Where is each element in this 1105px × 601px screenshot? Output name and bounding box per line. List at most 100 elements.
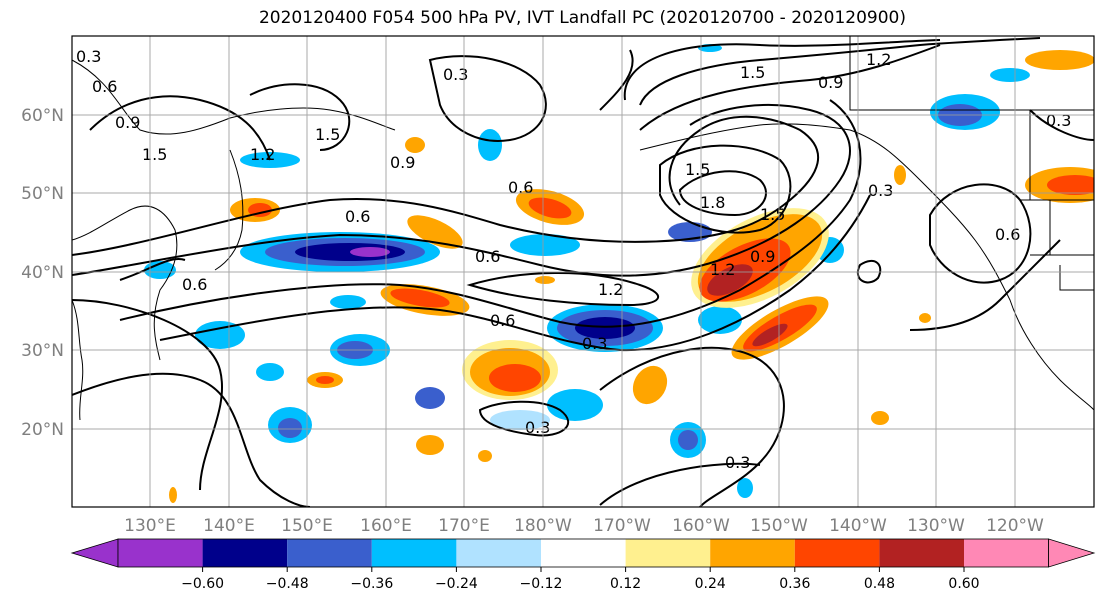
colorbar-swatch bbox=[964, 539, 1049, 567]
neg-anomaly-region bbox=[990, 68, 1030, 82]
pv-contour-line bbox=[478, 400, 569, 437]
lat-label: 40°N bbox=[21, 263, 64, 283]
neg-anomaly-region bbox=[415, 387, 445, 409]
contour-label: 0.3 bbox=[76, 47, 101, 66]
plot-frame bbox=[71, 35, 1095, 508]
contour-label: 0.3 bbox=[868, 181, 893, 200]
contour-label: 1.2 bbox=[710, 260, 735, 279]
map-plot-area: 0.6 0.6 0.6 0.6 1.2 1.2 0.9 1.5 1.8 1.5 … bbox=[72, 36, 1094, 507]
colorbar: −0.60 −0.48 −0.36 −0.24 −0.12 0.12 0.24 … bbox=[70, 538, 1096, 592]
contour-label: 0.6 bbox=[508, 178, 533, 197]
contour-label: 0.6 bbox=[475, 247, 500, 266]
pos-anomaly-region bbox=[1047, 175, 1094, 195]
lat-label: 20°N bbox=[21, 420, 64, 440]
lat-label: 30°N bbox=[21, 341, 64, 361]
colorbar-swatch bbox=[541, 539, 626, 567]
pos-anomaly-region bbox=[632, 365, 668, 405]
colorbar-swatch bbox=[202, 539, 288, 567]
pv-contour-line bbox=[72, 299, 223, 491]
contour-label: 1.2 bbox=[250, 145, 275, 164]
contour-label: 0.9 bbox=[390, 153, 415, 172]
contour-label: 0.3 bbox=[1046, 111, 1071, 130]
pv-contour-line bbox=[119, 99, 862, 328]
neg-anomaly-region bbox=[478, 129, 502, 161]
pos-anomaly-region bbox=[535, 276, 555, 284]
colorbar-tick-label: −0.48 bbox=[266, 576, 309, 592]
lon-label: 120°W bbox=[986, 516, 1044, 536]
contour-label: 1.5 bbox=[315, 125, 340, 144]
pv-contour-line bbox=[659, 144, 792, 234]
pv-contour-line bbox=[599, 346, 785, 507]
contour-label: 0.3 bbox=[582, 334, 607, 353]
neg-anomaly-region bbox=[678, 430, 698, 450]
contour-label: 1.5 bbox=[685, 160, 710, 179]
colorbar-swatch bbox=[287, 539, 372, 567]
latitude-labels: 60°N 50°N 40°N 30°N 20°N bbox=[21, 106, 64, 440]
contour-label: 0.3 bbox=[443, 65, 468, 84]
pos-anomaly-region bbox=[1025, 50, 1094, 70]
lon-label: 170°W bbox=[593, 516, 651, 536]
neg-anomaly-region bbox=[256, 363, 284, 381]
gridlines bbox=[72, 36, 1094, 507]
contour-label: 1.2 bbox=[866, 50, 891, 69]
neg-anomaly-region bbox=[195, 321, 245, 349]
contour-label: 0.3 bbox=[725, 453, 750, 472]
contour-label: 0.9 bbox=[115, 113, 140, 132]
lon-label: 130°E bbox=[124, 516, 176, 536]
colorbar-swatch bbox=[794, 539, 880, 567]
pv-contour-line bbox=[466, 272, 660, 307]
pos-anomaly-region bbox=[407, 215, 463, 249]
pos-anomaly-region bbox=[478, 450, 492, 462]
contour-label: 1.5 bbox=[760, 205, 785, 224]
lat-label: 60°N bbox=[21, 106, 64, 126]
pv-contour-line bbox=[639, 37, 1041, 106]
lon-label: 150°W bbox=[750, 516, 808, 536]
pv-contour-line bbox=[249, 83, 351, 151]
lon-label: 150°E bbox=[281, 516, 333, 536]
pv-contour-line bbox=[909, 239, 1061, 331]
pos-anomaly-region bbox=[894, 165, 906, 185]
contour-label: 0.6 bbox=[182, 275, 207, 294]
lon-label: 170°E bbox=[438, 516, 490, 536]
contour-label: 1.5 bbox=[740, 63, 765, 82]
colorbar-tick-label: −0.24 bbox=[435, 576, 478, 592]
colorbar-tick-label: 0.24 bbox=[695, 576, 726, 592]
pv-contour-line bbox=[89, 95, 271, 161]
pos-anomaly-region bbox=[316, 376, 334, 384]
lat-label: 50°N bbox=[21, 184, 64, 204]
colorbar-swatch bbox=[371, 539, 457, 567]
neg-anomaly-region bbox=[490, 410, 550, 430]
pos-anomaly-region bbox=[390, 288, 450, 308]
pv-contour-line bbox=[639, 44, 941, 131]
lon-label: 180°W bbox=[514, 516, 572, 536]
pv-contour-line bbox=[72, 115, 819, 256]
contour-label: 0.9 bbox=[818, 73, 843, 92]
lon-label: 130°W bbox=[907, 516, 965, 536]
map-title: 2020120400 F054 500 hPa PV, IVT Landfall… bbox=[258, 8, 906, 28]
contour-label: 0.9 bbox=[750, 247, 775, 266]
colorbar-extend-max bbox=[1048, 538, 1096, 568]
colorbar-tick-label: 0.60 bbox=[948, 576, 979, 592]
colorbar-tick-label: 0.36 bbox=[779, 576, 810, 592]
neg-anomaly-region bbox=[144, 261, 176, 279]
colorbar-tick-label: −0.36 bbox=[350, 576, 393, 592]
contour-label: 1.5 bbox=[142, 145, 167, 164]
neg-anomaly-region bbox=[547, 389, 603, 421]
pv-contour-line bbox=[623, 39, 941, 101]
contour-label: 0.3 bbox=[525, 418, 550, 437]
colorbar-swatch bbox=[710, 539, 795, 567]
lon-label: 140°W bbox=[829, 516, 887, 536]
pos-anomaly-region bbox=[919, 313, 931, 323]
lon-label: 140°E bbox=[203, 516, 255, 536]
lon-label: 160°E bbox=[360, 516, 412, 536]
pos-anomaly-region bbox=[489, 364, 541, 392]
colorbar-tick-label: 0.48 bbox=[864, 576, 895, 592]
pos-anomaly-region bbox=[416, 435, 444, 455]
colorbar-tick-label: 0.12 bbox=[610, 576, 641, 592]
contour-label: 0.6 bbox=[995, 225, 1020, 244]
neg-anomaly-region bbox=[575, 317, 635, 339]
neg-anomaly-region bbox=[350, 247, 390, 257]
contour-label: 0.6 bbox=[490, 311, 515, 330]
pv-contour-line bbox=[857, 259, 882, 284]
